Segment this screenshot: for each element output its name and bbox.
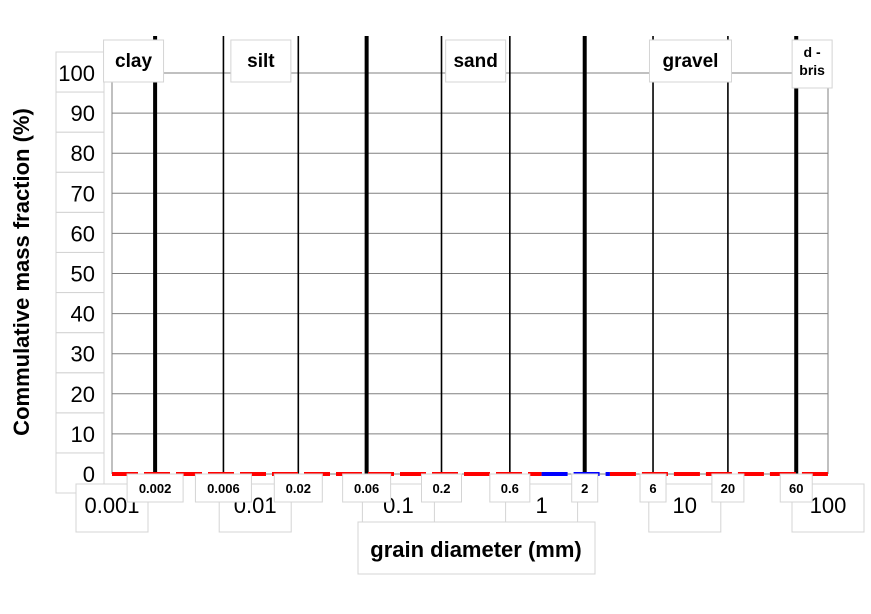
class-label-box-1: [103, 39, 165, 83]
y-tick-10: 10: [71, 422, 95, 447]
y-tick-80: 80: [71, 141, 95, 166]
y-tick-30: 30: [71, 342, 95, 367]
y-tick-box-100: [55, 51, 105, 93]
boundary-label-0.06: 0.06: [354, 481, 379, 496]
y-tick-60: 60: [71, 221, 95, 246]
boundary-label-6: 6: [649, 481, 656, 496]
class-label-1: clay: [115, 51, 152, 72]
boundary-label-box-0.6: [489, 473, 531, 503]
y-tick-box-60: [55, 211, 105, 253]
axis-titles: grain diameter (mm) Commulative mass fra…: [9, 108, 596, 575]
boundary-label-box-2: [571, 473, 599, 503]
class-label-5: d -bris: [799, 44, 825, 78]
y-tick-100: 100: [58, 61, 95, 86]
x-tick-100: 100: [810, 493, 847, 518]
y-tick-box-80: [55, 131, 105, 173]
boundary-label-box-0.002: [126, 473, 184, 503]
boundary-label-0.2: 0.2: [432, 481, 450, 496]
y-tick-box-50: [55, 252, 105, 293]
boundary-labels: 0.002 0.006 0.02 0.06 0.2 0.6 2 6 20 60: [126, 473, 813, 503]
class-label-3: sand: [453, 51, 497, 72]
class-label-box-4: [648, 39, 732, 83]
boundary-label-box-20: [711, 473, 745, 503]
y-tick-90: 90: [71, 101, 95, 126]
y-tick-box-20: [55, 372, 105, 414]
boundary-label-box-6: [639, 473, 667, 503]
boundary-label-0.006: 0.006: [207, 481, 240, 496]
boundary-label-box-0.2: [421, 473, 463, 503]
class-label-2: silt: [247, 51, 275, 72]
class-label-box-5: [791, 39, 833, 89]
x-tick-10: 10: [673, 493, 697, 518]
class-label-4: gravel: [662, 51, 718, 72]
y-tick-box-90: [55, 91, 105, 133]
y-tick-50: 50: [71, 262, 95, 287]
y-tick-box-10: [55, 412, 105, 454]
class-label-box-3: [445, 39, 507, 83]
boundary-label-box-0.02: [273, 473, 323, 503]
boundary-label-2: 2: [581, 481, 588, 496]
y-tick-20: 20: [71, 382, 95, 407]
y-tick-70: 70: [71, 181, 95, 206]
y-tick-labels: 0 10 20 30 40 50 60 70 80 90 100: [55, 51, 105, 494]
boundary-label-0.002: 0.002: [139, 481, 172, 496]
x-axis-title: grain diameter (mm): [370, 537, 582, 562]
boundary-label-box-0.06: [342, 473, 392, 503]
boundary-label-0.6: 0.6: [501, 481, 519, 496]
boundary-label-60: 60: [789, 481, 803, 496]
class-labels: clay silt sand gravel d -bris: [103, 39, 833, 89]
y-tick-0: 0: [83, 462, 95, 487]
class-label-box-2: [230, 39, 292, 83]
y-tick-box-40: [55, 292, 105, 334]
boundary-label-0.02: 0.02: [286, 481, 311, 496]
boundary-label-box-60: [779, 473, 813, 503]
x-axis-title-box: [357, 521, 596, 575]
boundary-label-box-0.006: [194, 473, 252, 503]
y-axis-title: Commulative mass fraction (%): [9, 108, 34, 436]
y-tick-40: 40: [71, 302, 95, 327]
boundary-label-20: 20: [721, 481, 735, 496]
x-tick-1: 1: [535, 493, 547, 518]
class-boundaries: [153, 36, 799, 474]
